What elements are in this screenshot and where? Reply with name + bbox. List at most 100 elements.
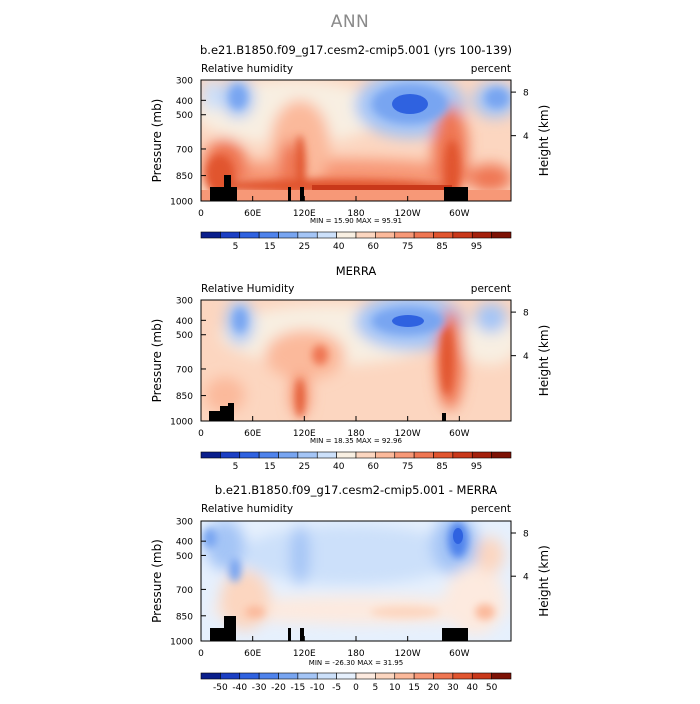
units-label: percent [471, 283, 511, 295]
colorbar-swatch [336, 672, 357, 680]
y-tick-label: 500 [176, 552, 193, 562]
y-tick-label: 850 [176, 612, 193, 622]
colorbar-tick-label: 95 [471, 462, 482, 472]
colorbar-swatch [200, 672, 221, 680]
heatmap-field [201, 80, 511, 201]
heatmap-field [201, 300, 511, 421]
colorbar-swatch [452, 451, 473, 459]
y-axis-label: Pressure (mb) [150, 319, 164, 403]
colorbar-swatch [278, 231, 299, 239]
colorbar-tick-label: -5 [332, 683, 341, 693]
colorbar-swatch [258, 451, 279, 459]
x-tick-label: 60E [244, 649, 261, 659]
x-tick-label: 120W [395, 209, 421, 219]
y-tick-label: 850 [176, 172, 193, 182]
colorbar-swatch [316, 451, 337, 459]
y-tick-label: 700 [176, 365, 193, 375]
colorbar-tick-label: -50 [213, 683, 228, 693]
y-right-axis-label: Height (km) [537, 105, 551, 176]
colorbar-swatch [413, 451, 434, 459]
colorbar-swatch [200, 231, 221, 239]
y-tick-label: 700 [176, 145, 193, 155]
field-label: Relative humidity [201, 63, 293, 75]
colorbar-swatch [394, 672, 415, 680]
colorbar-swatch [297, 231, 318, 239]
colorbar-swatch [355, 451, 376, 459]
colorbar-tick-label: -15 [291, 683, 306, 693]
colorbar-tick-label: 30 [447, 683, 459, 693]
units-label: percent [471, 63, 511, 75]
y-axis-label: Pressure (mb) [150, 539, 164, 623]
y-axis-label: Pressure (mb) [150, 99, 164, 183]
colorbar-tick-label: 60 [367, 242, 379, 252]
colorbar-tick-label: 15 [264, 242, 275, 252]
colorbar-swatch [297, 451, 318, 459]
colorbar-swatch [239, 231, 260, 239]
y-tick-label: 1000 [170, 198, 193, 208]
colorbar-tick-label: 85 [436, 242, 447, 252]
y-right-tick-label: 4 [523, 132, 529, 142]
panel-title: MERRA [336, 264, 377, 278]
colorbar-tick-label: 75 [402, 242, 413, 252]
colorbar-swatch [239, 451, 260, 459]
min-max-stats: MIN = 18.35 MAX = 92.96 [310, 437, 402, 445]
panel-title: b.e21.B1850.f09_g17.cesm2-cmip5.001 (yrs… [200, 43, 512, 57]
y-tick-label: 300 [176, 297, 193, 307]
x-tick-label: 180 [347, 209, 364, 219]
colorbar-tick-label: 20 [428, 683, 440, 693]
x-tick-label: 60E [244, 429, 261, 439]
y-tick-label: 500 [176, 331, 193, 341]
colorbar-swatch [471, 451, 492, 459]
x-tick-label: 120W [395, 649, 421, 659]
colorbar-swatch [491, 231, 512, 239]
x-tick-label: 0 [198, 649, 204, 659]
y-tick-label: 500 [176, 111, 193, 121]
colorbar-tick-label: 0 [353, 683, 359, 693]
y-tick-label: 850 [176, 392, 193, 402]
x-tick-label: 0 [198, 429, 204, 439]
colorbar-swatch [452, 672, 473, 680]
x-tick-label: 180 [347, 429, 364, 439]
x-tick-label: 120E [293, 429, 316, 439]
x-tick-label: 180 [347, 649, 364, 659]
field-label: Relative Humidity [201, 283, 294, 295]
colorbar-swatch [491, 451, 512, 459]
colorbar-swatch [220, 451, 241, 459]
y-tick-label: 700 [176, 586, 193, 596]
colorbar-tick-label: -10 [310, 683, 325, 693]
colorbar-tick-label: 60 [367, 462, 379, 472]
colorbar-swatch [413, 672, 434, 680]
colorbar-swatch [200, 451, 221, 459]
y-right-tick-label: 4 [523, 573, 529, 583]
colorbar-tick-label: -40 [232, 683, 247, 693]
colorbar-swatch [471, 231, 492, 239]
colorbar-tick-label: 40 [333, 242, 345, 252]
figure-title: ANN [330, 12, 370, 32]
x-tick-label: 0 [198, 209, 204, 219]
y-tick-label: 1000 [170, 638, 193, 648]
colorbar-swatch [433, 231, 454, 239]
colorbar-swatch [316, 672, 337, 680]
y-right-tick-label: 4 [523, 352, 529, 362]
colorbar-swatch [355, 231, 376, 239]
panel-difference: b.e21.B1850.f09_g17.cesm2-cmip5.001 - ME… [200, 483, 512, 642]
colorbar-swatch [471, 672, 492, 680]
colorbar-tick-label: 5 [373, 683, 379, 693]
colorbar-tick-label: 75 [402, 462, 413, 472]
colorbar-swatch [336, 231, 357, 239]
y-tick-label: 300 [176, 518, 193, 528]
min-max-stats: MIN = 15.90 MAX = 95.91 [310, 217, 402, 225]
heatmap-field [201, 521, 511, 641]
colorbar-swatch [394, 451, 415, 459]
colorbar-tick-label: -20 [271, 683, 286, 693]
colorbar-swatch [355, 672, 376, 680]
min-max-stats: MIN = -26.30 MAX = 31.95 [309, 659, 403, 667]
y-right-axis-label: Height (km) [537, 545, 551, 616]
y-right-tick-label: 8 [523, 89, 529, 99]
colorbar-tick-label: 40 [467, 683, 479, 693]
colorbar-tick-label: 40 [333, 462, 345, 472]
colorbar-swatch [258, 231, 279, 239]
x-tick-label: 120E [293, 649, 316, 659]
y-tick-label: 400 [176, 97, 193, 107]
